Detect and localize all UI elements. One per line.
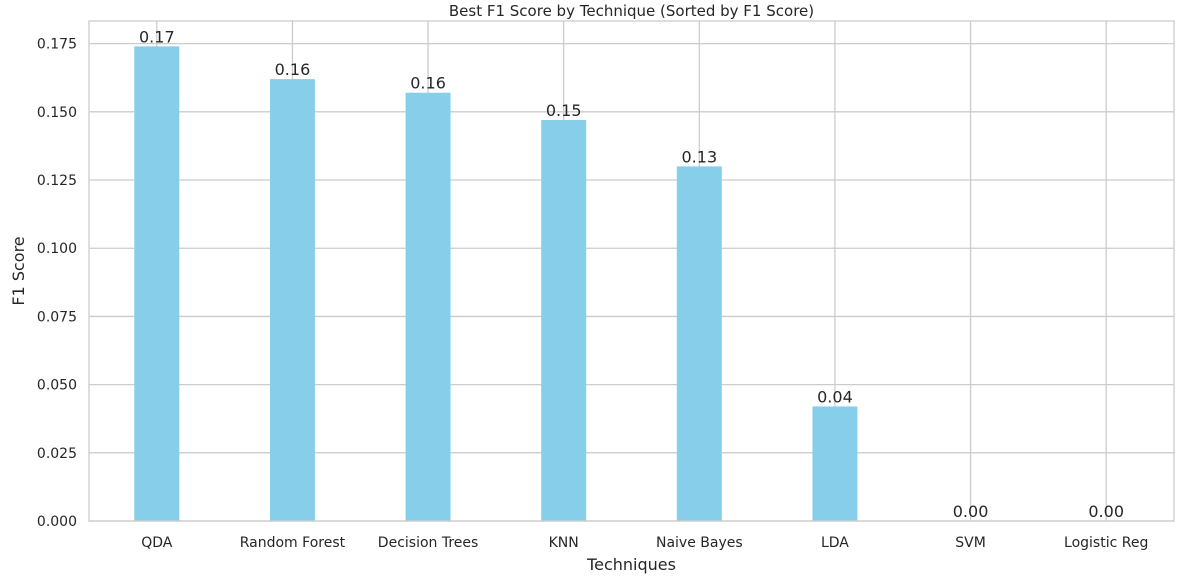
bar-value-label: 0.00	[1088, 502, 1124, 521]
y-tick-labels: 0.000 0.025 0.050 0.075 0.100 0.125 0.150 0.175	[37, 37, 77, 530]
bars	[134, 46, 858, 521]
bar-value-label: 0.16	[410, 74, 446, 93]
x-tick-label: QDA	[141, 535, 173, 551]
bar	[676, 166, 722, 521]
y-tick-label: 0.125	[37, 173, 77, 189]
x-tick-label: Naive Bayes	[656, 535, 743, 551]
x-tick-label: Logistic Reg	[1064, 535, 1148, 551]
x-tick-labels: QDA Random Forest Decision Trees KNN Naive B…	[141, 535, 1148, 551]
y-tick-label: 0.075	[37, 309, 77, 325]
bar	[812, 406, 858, 521]
y-tick-label: 0.000	[37, 514, 77, 530]
y-tick-label: 0.100	[37, 241, 77, 257]
bar-value-label: 0.13	[682, 147, 718, 166]
y-tick-label: 0.175	[37, 37, 77, 53]
x-tick-label: Random Forest	[240, 535, 346, 551]
x-tick-label: LDA	[821, 535, 849, 551]
bar-value-label: 0.04	[817, 387, 853, 406]
bar-value-labels: 0.17 0.16 0.16 0.15 0.13 0.04 0.00 0.00	[139, 27, 1124, 521]
x-tick-label: KNN	[549, 535, 579, 551]
y-tick-label: 0.150	[37, 105, 77, 121]
grid-lines	[89, 21, 1174, 522]
bar	[134, 46, 180, 521]
bar-value-label: 0.15	[546, 101, 582, 120]
bar-value-label: 0.16	[275, 60, 311, 79]
bar	[405, 92, 451, 521]
bar-value-label: 0.00	[953, 502, 989, 521]
bar	[269, 79, 315, 521]
y-tick-label: 0.025	[37, 446, 77, 462]
x-tick-label: Decision Trees	[378, 535, 479, 551]
chart-title: Best F1 Score by Technique (Sorted by F1…	[449, 2, 814, 20]
y-tick-label: 0.050	[37, 378, 77, 394]
plot-frame	[88, 20, 1175, 522]
y-axis-label: F1 Score	[9, 236, 28, 305]
bar-value-label: 0.17	[139, 27, 175, 46]
x-tick-label: SVM	[955, 535, 986, 551]
x-axis-label: Techniques	[586, 555, 676, 574]
bar	[541, 120, 587, 521]
